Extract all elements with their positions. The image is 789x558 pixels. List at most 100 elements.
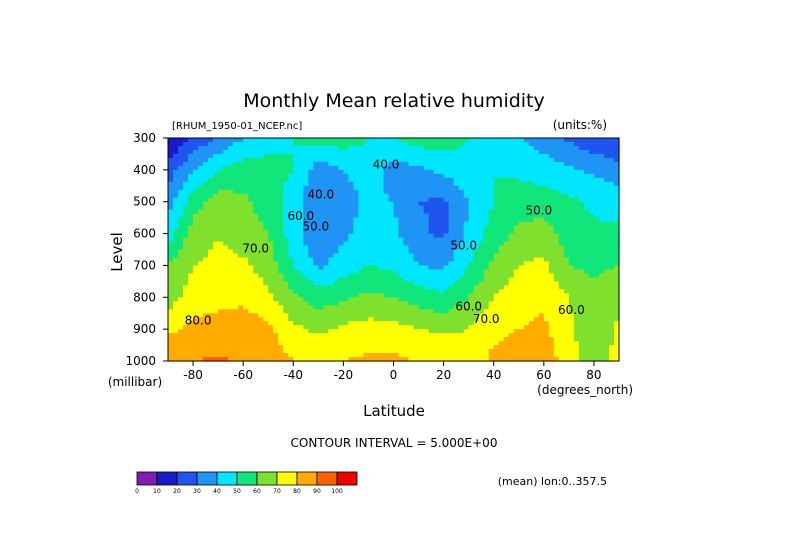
heatmap-cell: [258, 281, 264, 286]
heatmap-cell: [423, 193, 430, 199]
heatmap-cell: [348, 321, 355, 326]
heatmap-cell: [498, 213, 505, 219]
heatmap-cell: [498, 161, 505, 167]
heatmap-cell: [178, 233, 184, 239]
heatmap-cell: [363, 213, 370, 219]
heatmap-cell: [258, 138, 264, 143]
heatmap-cell: [338, 285, 344, 290]
heatmap-cell: [478, 221, 485, 227]
heatmap-cell: [368, 317, 375, 322]
heatmap-cell: [168, 249, 174, 255]
heatmap-cell: [238, 253, 244, 259]
heatmap-cell: [503, 229, 510, 235]
heatmap-cell: [353, 281, 360, 286]
heatmap-cell: [173, 241, 179, 247]
heatmap-cell: [508, 341, 515, 346]
heatmap-cell: [513, 161, 520, 167]
heatmap-cell: [468, 181, 475, 187]
heatmap-cell: [318, 345, 324, 350]
heatmap-cell: [538, 205, 545, 211]
heatmap-cell: [328, 138, 334, 143]
heatmap-cell: [433, 333, 440, 338]
heatmap-cell: [243, 197, 249, 203]
heatmap-cell: [403, 285, 410, 290]
heatmap-cell: [293, 305, 299, 310]
heatmap-cell: [488, 161, 495, 167]
heatmap-cell: [313, 205, 319, 211]
heatmap-cell: [268, 337, 274, 342]
heatmap-cell: [428, 185, 435, 191]
heatmap-cell: [348, 181, 355, 187]
heatmap-cell: [308, 349, 314, 354]
heatmap-cell: [533, 209, 540, 215]
heatmap-cell: [393, 241, 400, 247]
heatmap-cell: [208, 309, 214, 314]
heatmap-cell: [578, 289, 585, 294]
heatmap-cell: [578, 229, 585, 235]
heatmap-cell: [173, 333, 179, 338]
heatmap-cell: [553, 309, 560, 314]
heatmap-cell: [608, 221, 615, 227]
heatmap-cell: [338, 305, 344, 310]
heatmap-cell: [408, 313, 415, 318]
heatmap-cell: [428, 277, 435, 282]
heatmap-cell: [558, 353, 565, 358]
heatmap-cell: [328, 189, 334, 195]
heatmap-cell: [513, 165, 520, 171]
heatmap-cell: [418, 289, 425, 294]
heatmap-cell: [448, 189, 455, 195]
heatmap-cell: [283, 301, 289, 306]
heatmap-cell: [373, 153, 380, 159]
heatmap-cell: [313, 277, 319, 282]
heatmap-cell: [368, 245, 375, 251]
heatmap-cell: [228, 313, 234, 318]
heatmap-cell: [358, 289, 365, 294]
heatmap-cell: [363, 233, 370, 239]
heatmap-cell: [563, 253, 570, 259]
heatmap-cell: [328, 261, 334, 267]
heatmap-cell: [428, 225, 435, 231]
heatmap-cell: [388, 169, 395, 175]
heatmap-cell: [588, 257, 595, 263]
heatmap-cell: [538, 201, 545, 207]
heatmap-cell: [573, 153, 580, 159]
heatmap-cell: [173, 237, 179, 243]
heatmap-cell: [573, 321, 580, 326]
heatmap-cell: [518, 277, 525, 282]
heatmap-cell: [193, 289, 199, 294]
heatmap-cell: [178, 337, 184, 342]
heatmap-cell: [263, 297, 269, 302]
heatmap-cell: [428, 313, 435, 318]
heatmap-cell: [323, 233, 329, 239]
heatmap-cell: [343, 277, 349, 282]
heatmap-cell: [293, 249, 299, 255]
heatmap-cell: [303, 197, 309, 203]
heatmap-cell: [508, 157, 515, 163]
heatmap-cell: [423, 261, 430, 267]
heatmap-cell: [283, 265, 289, 271]
heatmap-cell: [218, 177, 224, 183]
heatmap-cell: [598, 241, 605, 247]
heatmap-cell: [448, 165, 455, 171]
heatmap-cell: [573, 333, 580, 338]
heatmap-cell: [338, 229, 344, 235]
heatmap-cell: [553, 185, 560, 191]
heatmap-cell: [373, 269, 380, 274]
heatmap-cell: [513, 301, 520, 306]
heatmap-cell: [378, 293, 385, 298]
heatmap-cell: [183, 249, 189, 255]
heatmap-cell: [553, 265, 560, 271]
heatmap-cell: [268, 317, 274, 322]
heatmap-cell: [408, 138, 415, 143]
heatmap-cell: [538, 141, 545, 147]
heatmap-cell: [223, 349, 229, 354]
heatmap-cell: [463, 257, 470, 263]
heatmap-cell: [373, 217, 380, 223]
heatmap-cell: [343, 257, 349, 263]
heatmap-cell: [298, 281, 304, 286]
heatmap-cell: [203, 153, 209, 159]
heatmap-cell: [293, 357, 299, 362]
heatmap-cell: [488, 201, 495, 207]
heatmap-cell: [423, 169, 430, 175]
heatmap-cell: [488, 165, 495, 171]
